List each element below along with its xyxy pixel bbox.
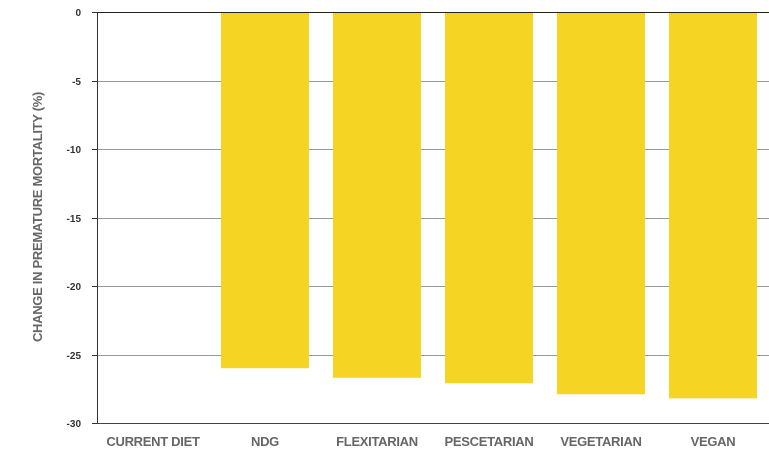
y-tick-label: 0 [75,8,81,19]
bar-vegan [669,12,757,399]
y-tick-label: -25 [67,351,82,362]
x-tick-label: FLEXITARIAN [336,434,418,449]
gridlines [97,81,769,356]
y-tick-label: -10 [67,145,82,156]
x-tick-label: VEGAN [691,434,736,449]
bar-ndg [221,12,309,369]
bar-vegetarian [557,12,645,395]
y-tick-labels: 0 -5 -10 -15 -20 -25 -30 [67,8,82,430]
bar-flexitarian [333,12,421,378]
x-tick-labels: CURRENT DIET NDG FLEXITARIAN PESCETARIAN VEG… [106,434,735,449]
y-tick-label: -15 [67,214,82,225]
bar-pescetarian [445,12,533,384]
x-tick-label: CURRENT DIET [106,434,200,449]
x-tick-label: NDG [251,434,279,449]
bars [221,12,757,399]
y-tick-label: -30 [67,419,82,430]
y-tick-label: -20 [67,282,82,293]
x-tick-label: VEGETARIAN [560,434,641,449]
x-tick-label: PESCETARIAN [445,434,534,449]
y-tick-label: -5 [72,77,81,88]
axes [92,12,769,424]
y-axis-title: CHANGE IN PREMATURE MORTALITY (%) [30,92,45,342]
